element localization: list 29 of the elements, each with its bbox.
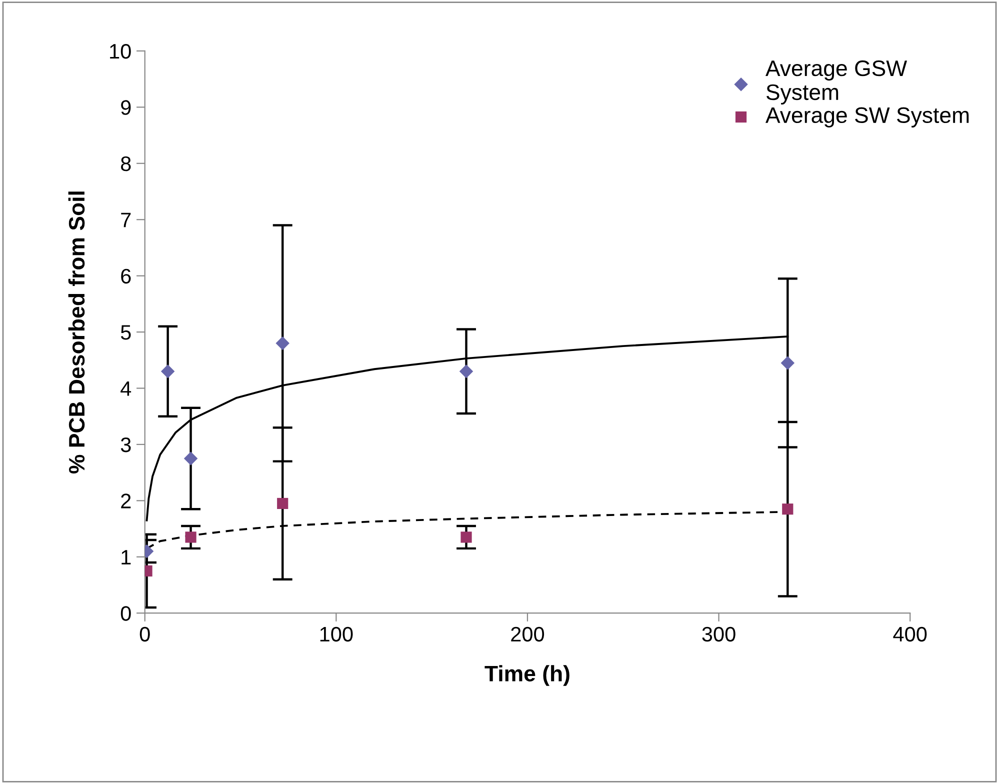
y-tick-label: 1 xyxy=(122,550,131,564)
y-tick-label: 3 xyxy=(120,437,131,452)
y-tick-label: 4 xyxy=(120,381,132,396)
y-tick-label: 8 xyxy=(120,156,131,172)
y-tick-label: 7 xyxy=(121,212,131,228)
y-tick-label: 5 xyxy=(120,325,131,340)
point xyxy=(277,498,288,510)
legend-label: Average SW System xyxy=(766,107,969,128)
point xyxy=(780,356,795,370)
y-axis-title: % PCB Desorbed from Soil xyxy=(68,192,85,474)
point xyxy=(460,532,472,543)
point xyxy=(160,364,175,378)
y-tick-label: 2 xyxy=(121,494,131,508)
x-tick-label: 0 xyxy=(140,626,150,642)
y-tick-label: 0 xyxy=(120,606,131,621)
x-tick-label: 100 xyxy=(320,626,353,642)
y-tick-label: 10 xyxy=(110,44,131,59)
point xyxy=(459,364,474,378)
point xyxy=(276,336,290,350)
x-tick-label: 400 xyxy=(893,626,927,642)
point xyxy=(782,504,794,515)
legend-label: Average GSW System xyxy=(766,60,908,104)
y-tick-label: 9 xyxy=(121,100,131,115)
point xyxy=(184,452,198,466)
x-tick-label: 200 xyxy=(511,626,544,642)
x-tick-label: 300 xyxy=(702,626,736,642)
point xyxy=(185,532,196,543)
y-tick-label: 6 xyxy=(121,268,131,284)
x-axis-title: Time (h) xyxy=(484,665,570,686)
